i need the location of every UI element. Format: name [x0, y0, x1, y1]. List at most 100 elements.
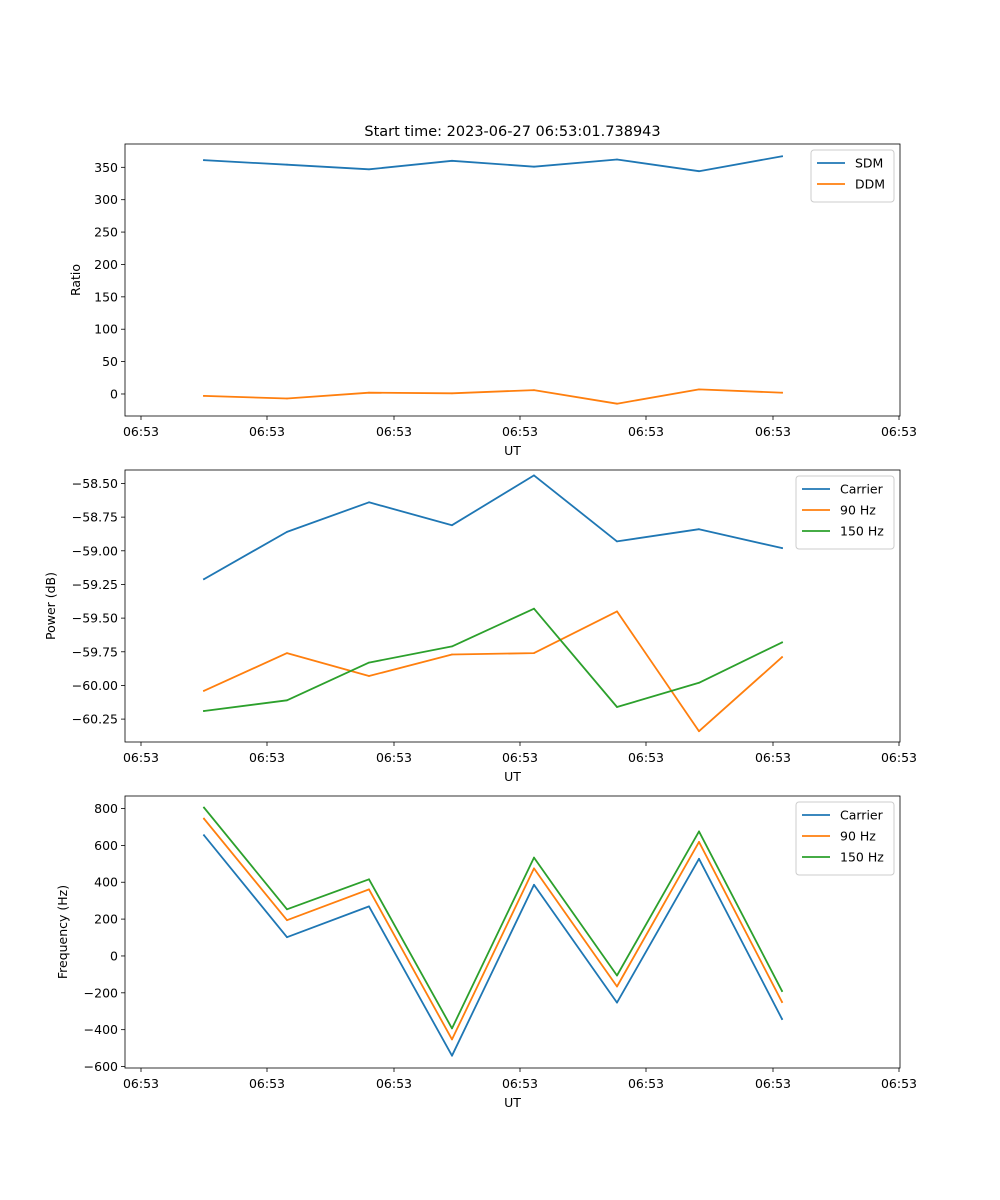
x-tick-label: 06:53: [249, 1076, 285, 1091]
data-point: [781, 1018, 783, 1020]
chart-panel-3: −600 −400 −200 0 200 400 600 800 06:53 06:53 06:53…: [55, 795, 917, 1110]
x-tick-label: 06:53: [502, 750, 538, 765]
data-point: [533, 652, 535, 654]
data-point: [781, 1001, 783, 1003]
data-point: [698, 681, 700, 684]
data-point: [368, 878, 370, 881]
legend-label: 90 Hz: [840, 503, 876, 518]
x-tick-label: 06:53: [502, 424, 538, 439]
data-point: [616, 985, 618, 988]
y-tick-label: −59.25: [72, 577, 118, 592]
x-tick-label: 06:53: [249, 750, 285, 765]
data-point: [451, 1038, 453, 1041]
data-point: [533, 883, 535, 886]
y-tick-label: 800: [94, 801, 118, 816]
data-point: [781, 990, 783, 992]
legend-label: 150 Hz: [840, 850, 884, 865]
data-point: [451, 653, 453, 656]
y-tick-label: −59.00: [72, 543, 118, 558]
y-axis-label: Power (dB): [43, 572, 58, 640]
data-point: [368, 675, 370, 677]
y-tick-label: −58.75: [72, 510, 118, 525]
data-point: [286, 908, 288, 911]
data-point: [533, 856, 535, 859]
y-tick-label: 0: [110, 948, 118, 963]
series-line-2: [203, 388, 783, 405]
x-tick-label: 06:53: [881, 424, 917, 439]
x-tick-label: 06:53: [376, 750, 412, 765]
y-tick-label: −58.50: [72, 476, 118, 491]
legend-label: 150 Hz: [840, 524, 884, 539]
data-point: [698, 857, 700, 860]
x-tick-label: 06:53: [881, 1076, 917, 1091]
y-tick-label: 200: [94, 257, 118, 272]
x-tick-label: 06:53: [755, 750, 791, 765]
y-tick-label: −200: [84, 985, 118, 1000]
data-point: [781, 641, 783, 644]
y-tick-label: 50: [102, 354, 118, 369]
data-point: [616, 706, 618, 708]
data-point: [286, 652, 288, 654]
x-tick-label: 06:53: [755, 424, 791, 439]
data-point: [698, 730, 700, 733]
data-point: [368, 661, 370, 664]
series-line-1: [203, 155, 784, 173]
x-axis-label: UT: [504, 769, 521, 784]
series-line-1: [202, 474, 784, 581]
y-tick-label: 400: [94, 875, 118, 890]
data-point: [533, 607, 535, 610]
y-tick-label: 200: [94, 912, 118, 927]
data-point: [781, 155, 783, 158]
legend: SDM DDM: [810, 149, 895, 203]
data-point: [203, 159, 205, 162]
data-point: [286, 936, 288, 939]
y-tick-label: 300: [94, 192, 118, 207]
data-point: [698, 830, 700, 833]
data-point: [451, 1054, 453, 1057]
y-tick-label: 350: [94, 160, 118, 175]
data-point: [533, 389, 535, 391]
y-tick-label: −60.25: [72, 712, 118, 727]
data-point: [368, 391, 370, 394]
x-tick-label: 06:53: [123, 750, 159, 765]
data-point: [698, 388, 700, 391]
data-point: [451, 645, 453, 648]
legend-label: SDM: [855, 156, 883, 171]
data-point: [616, 610, 618, 613]
data-point: [781, 547, 783, 549]
x-tick-label: 06:53: [628, 1076, 664, 1091]
legend: Carrier 90 Hz 150 Hz: [795, 475, 895, 550]
x-tick-label: 06:53: [755, 1076, 791, 1091]
data-point: [616, 158, 618, 161]
data-point: [368, 168, 370, 171]
x-tick-label: 06:53: [628, 750, 664, 765]
y-tick-label: −59.50: [72, 611, 118, 626]
x-tick-label: 06:53: [376, 424, 412, 439]
data-point: [781, 391, 783, 394]
series-line-3: [202, 607, 784, 713]
data-point: [533, 867, 535, 870]
data-point: [368, 888, 370, 891]
data-point: [286, 163, 288, 166]
x-tick-label: 06:53: [123, 424, 159, 439]
legend: Carrier 90 Hz 150 Hz: [795, 801, 895, 876]
data-point: [616, 974, 618, 977]
series-line-2: [202, 610, 784, 733]
plot-frame: [124, 143, 901, 417]
data-point: [451, 392, 453, 395]
data-point: [368, 501, 370, 504]
series-line-2: [202, 817, 784, 1041]
data-point: [451, 159, 453, 162]
x-tick-label: 06:53: [628, 424, 664, 439]
data-point: [203, 395, 205, 397]
data-point: [698, 528, 700, 531]
y-tick-label: 0: [110, 386, 118, 401]
legend-label: 90 Hz: [840, 829, 876, 844]
y-tick-label: 250: [94, 225, 118, 240]
series-line-1: [202, 834, 784, 1057]
x-tick-label: 06:53: [502, 1076, 538, 1091]
legend-label: DDM: [855, 177, 885, 192]
data-point: [368, 905, 370, 908]
data-point: [616, 402, 618, 405]
